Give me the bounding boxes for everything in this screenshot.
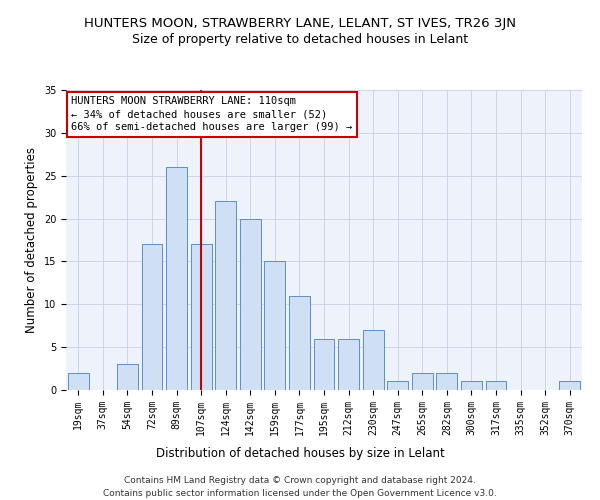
Bar xyxy=(142,244,163,390)
Text: Contains HM Land Registry data © Crown copyright and database right 2024.
Contai: Contains HM Land Registry data © Crown c… xyxy=(103,476,497,498)
Bar xyxy=(191,244,212,390)
Bar xyxy=(362,330,383,390)
Bar xyxy=(215,202,236,390)
Y-axis label: Number of detached properties: Number of detached properties xyxy=(25,147,38,333)
Bar xyxy=(68,373,89,390)
Bar xyxy=(461,382,482,390)
Bar xyxy=(117,364,138,390)
Bar xyxy=(387,382,408,390)
Bar xyxy=(338,338,359,390)
Bar xyxy=(289,296,310,390)
Bar xyxy=(314,338,334,390)
Text: Size of property relative to detached houses in Lelant: Size of property relative to detached ho… xyxy=(132,32,468,46)
Bar xyxy=(559,382,580,390)
Bar xyxy=(485,382,506,390)
Bar xyxy=(265,262,286,390)
Text: HUNTERS MOON STRAWBERRY LANE: 110sqm
← 34% of detached houses are smaller (52)
6: HUNTERS MOON STRAWBERRY LANE: 110sqm ← 3… xyxy=(71,96,352,132)
Bar xyxy=(240,218,261,390)
Bar xyxy=(412,373,433,390)
Text: Distribution of detached houses by size in Lelant: Distribution of detached houses by size … xyxy=(155,448,445,460)
Bar xyxy=(166,167,187,390)
Bar xyxy=(436,373,457,390)
Text: HUNTERS MOON, STRAWBERRY LANE, LELANT, ST IVES, TR26 3JN: HUNTERS MOON, STRAWBERRY LANE, LELANT, S… xyxy=(84,18,516,30)
